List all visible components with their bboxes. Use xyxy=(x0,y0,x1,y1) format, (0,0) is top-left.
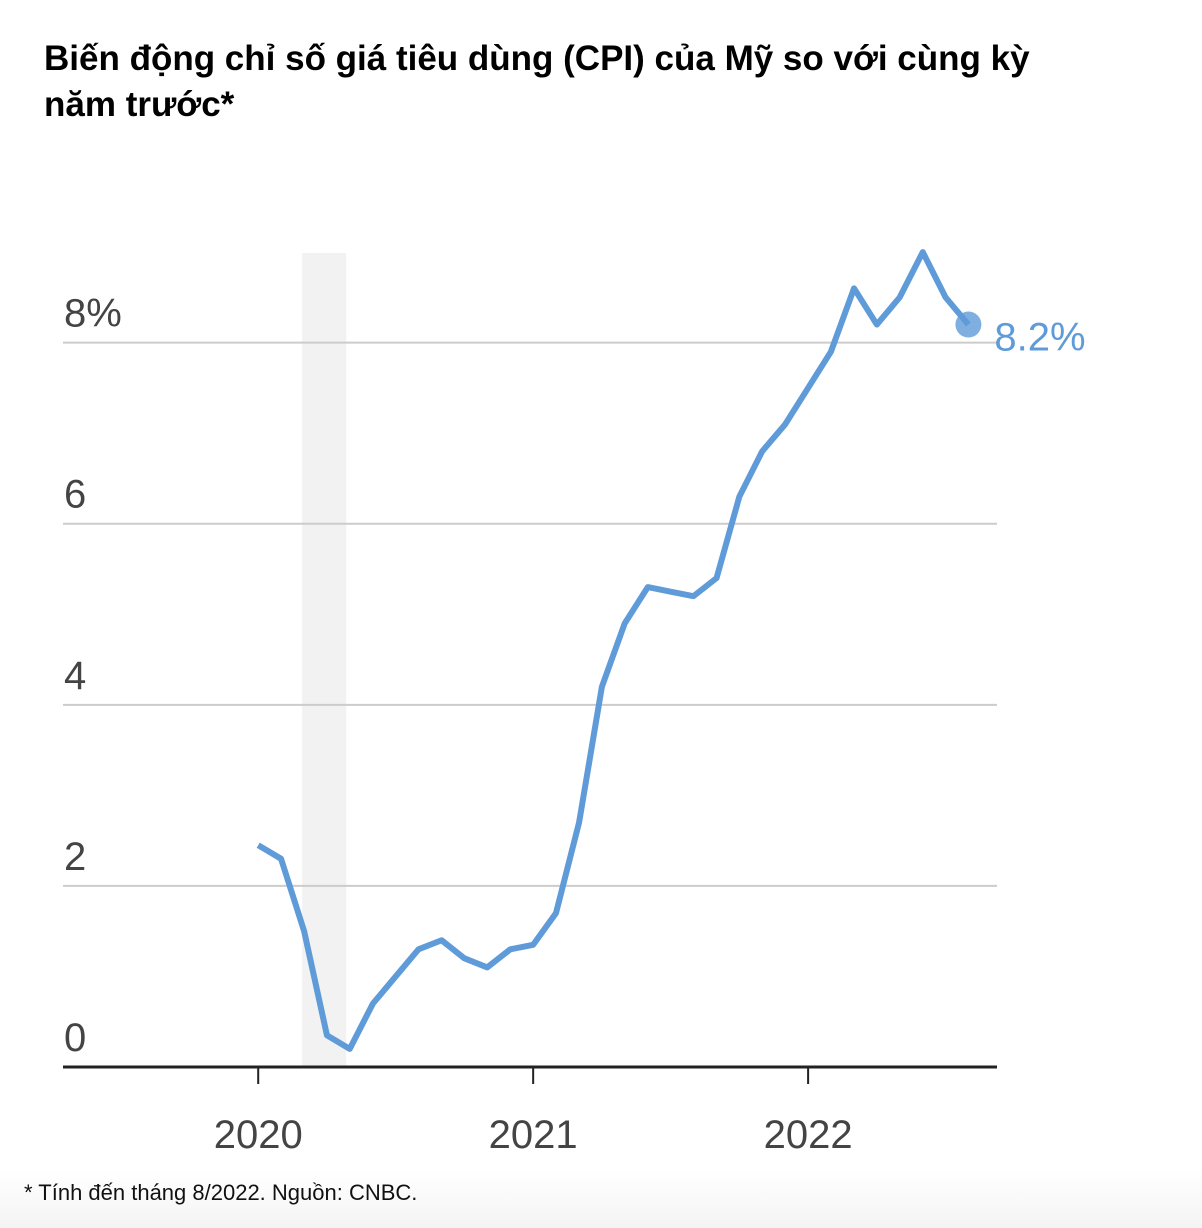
y-tick-label: 6 xyxy=(64,473,86,517)
line xyxy=(256,249,971,1052)
y-tick-label: 4 xyxy=(64,654,86,698)
y-tick-label: 0 xyxy=(64,1016,86,1060)
end-point xyxy=(955,311,982,338)
y-tick-label: 8% xyxy=(64,292,122,336)
x-tick-label: 2021 xyxy=(489,1113,578,1157)
shaded-period xyxy=(302,253,347,1067)
x-tick-label: 2020 xyxy=(214,1113,303,1157)
footnote: * Tính đến tháng 8/2022. Nguồn: CNBC. xyxy=(24,1180,418,1205)
y-tick-label: 2 xyxy=(64,835,86,879)
x-tick-label: 2022 xyxy=(764,1113,853,1157)
data-label: 8.2% xyxy=(994,316,1085,360)
chart-title: Biến động chỉ số giá tiêu dùng (CPI) của… xyxy=(44,39,1030,124)
